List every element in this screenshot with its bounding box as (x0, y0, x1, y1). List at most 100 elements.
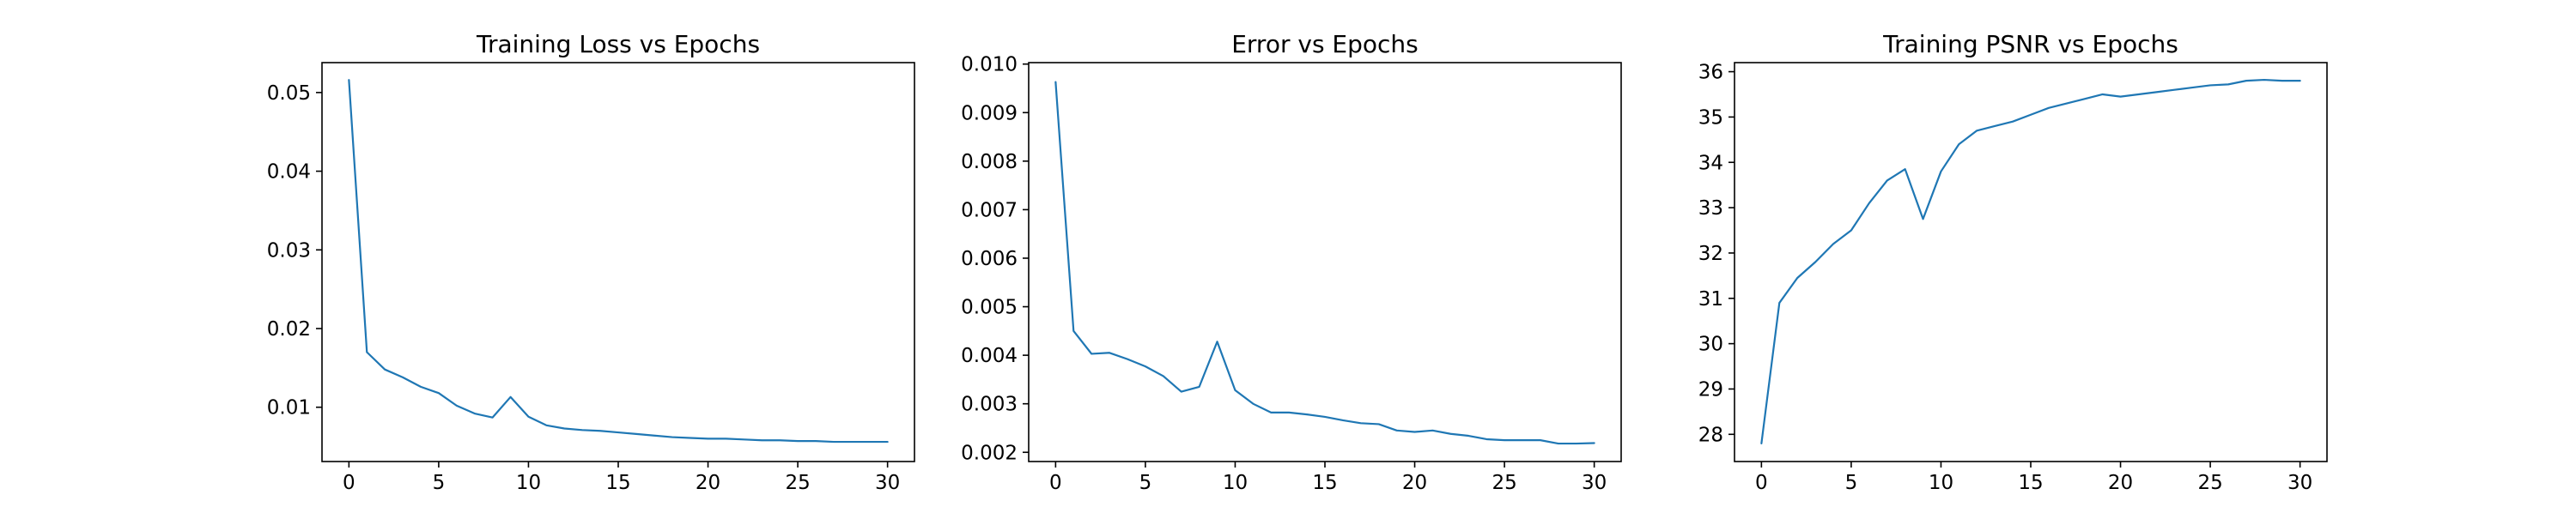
data-point (1557, 442, 1560, 445)
data-point (598, 429, 602, 432)
data-point (814, 439, 817, 443)
data-point (347, 78, 350, 81)
data-point (2263, 78, 2266, 81)
data-point (1216, 340, 1219, 343)
data-point (2083, 97, 2087, 100)
data-point (796, 439, 799, 443)
data-point (383, 368, 386, 371)
chart-panel-training-psnr: Training PSNR vs Epochs 0 5 10 15 20 25 30 28 29… (1698, 30, 2328, 494)
data-point (2245, 79, 2248, 82)
data-point (401, 376, 404, 379)
data-point (1431, 429, 1434, 432)
data-point (580, 428, 584, 431)
data-point (2190, 86, 2194, 89)
y-tick-label: 0.003 (961, 394, 1018, 416)
x-tick-label: 5 (1139, 472, 1152, 494)
data-point (886, 440, 890, 444)
data-point (689, 436, 692, 439)
data-point (2011, 120, 2014, 124)
x-tick-label: 20 (2108, 472, 2133, 494)
data-point (2065, 102, 2069, 106)
y-tick-label: 0.01 (267, 397, 311, 419)
x-tick-label: 0 (343, 472, 355, 494)
x-tick-label: 15 (1312, 472, 1337, 494)
data-point (1162, 374, 1165, 377)
data-point (1593, 442, 1596, 445)
chart-panel-error: Error vs Epochs 0 5 10 15 20 25 30 0.002 0.003 0.… (961, 30, 1622, 494)
data-point (1575, 442, 1578, 445)
y-tick-label: 29 (1698, 378, 1723, 401)
y-tick-label: 0.03 (267, 239, 311, 262)
data-point (1957, 142, 1960, 146)
data-point (635, 432, 638, 436)
data-point (1323, 415, 1327, 419)
x-tick-label: 20 (696, 472, 720, 494)
y-tick-label: 0.007 (961, 199, 1018, 221)
data-point (1269, 411, 1273, 414)
data-point (653, 434, 656, 438)
data-point (671, 436, 674, 439)
data-point (778, 438, 781, 442)
x-tick-label: 10 (1929, 472, 1953, 494)
data-point (1832, 242, 1835, 245)
data-point (1467, 434, 1470, 438)
y-tick-label: 32 (1698, 243, 1723, 265)
y-tick-label: 30 (1698, 334, 1723, 356)
data-point (1072, 329, 1075, 333)
y-tick-label: 0.009 (961, 102, 1018, 124)
data-point (1233, 389, 1236, 392)
y-tick-label: 0.004 (961, 345, 1018, 367)
data-point (2136, 93, 2140, 96)
data-point (1993, 124, 1996, 128)
data-point (1975, 129, 1978, 132)
y-tick-label: 28 (1698, 424, 1723, 446)
data-point (1090, 352, 1093, 355)
data-point (1377, 422, 1381, 425)
y-tick-label: 0.05 (267, 82, 311, 105)
data-point (473, 412, 477, 415)
y-tick-label: 35 (1698, 106, 1723, 129)
x-tick-label: 30 (2287, 472, 2312, 494)
x-tick-label: 10 (1223, 472, 1248, 494)
chart-title: Training Loss vs Epochs (476, 30, 760, 58)
data-point (1341, 419, 1345, 422)
data-point (2299, 79, 2302, 82)
data-point (2227, 82, 2230, 86)
data-point (1777, 301, 1781, 305)
data-point (491, 416, 495, 419)
data-point (2281, 79, 2284, 82)
x-tick-label: 5 (433, 472, 446, 494)
data-point (1144, 365, 1147, 368)
data-point (1922, 217, 1925, 220)
series-line (1054, 81, 1595, 445)
data-point (1503, 438, 1506, 442)
data-point (868, 440, 872, 444)
x-tick-label: 30 (1582, 472, 1607, 494)
plot-area-frame (321, 62, 915, 462)
y-tick-label: 33 (1698, 197, 1723, 220)
x-tick-label: 15 (605, 472, 630, 494)
data-point (1287, 411, 1291, 414)
data-point (419, 385, 422, 389)
data-point (2047, 106, 2050, 110)
data-point (1485, 438, 1488, 441)
data-point (1305, 413, 1309, 416)
data-point (760, 438, 763, 442)
data-point (617, 431, 620, 434)
data-point (1759, 442, 1763, 445)
data-point (850, 440, 854, 444)
data-point (437, 391, 440, 395)
y-tick-label: 0.002 (961, 442, 1018, 464)
series-line (348, 79, 889, 444)
data-point (1251, 402, 1255, 406)
data-point (509, 395, 513, 399)
data-point (1413, 430, 1417, 433)
y-tick-label: 0.04 (267, 161, 311, 184)
data-point (1539, 438, 1542, 442)
data-point (1449, 432, 1452, 436)
x-tick-label: 30 (875, 472, 900, 494)
plot-area-frame (1028, 62, 1622, 462)
data-point (1395, 429, 1399, 432)
data-point (1904, 167, 1907, 171)
